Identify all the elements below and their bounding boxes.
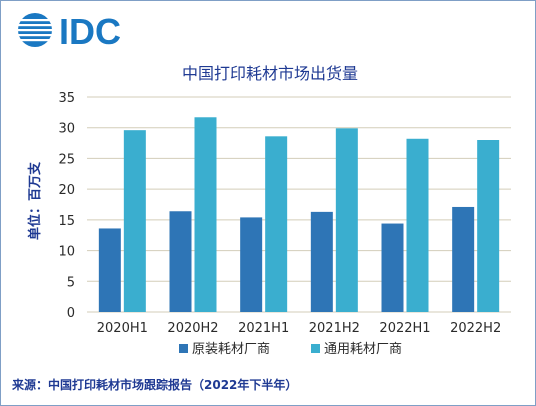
y-axis-ticks: 0 5 10 15 20 25 30 35 (58, 91, 75, 321)
bar-original (169, 211, 192, 312)
bar-generic (406, 138, 429, 312)
legend-label: 原装耗材厂商 (192, 342, 270, 357)
logo-text: IDC (59, 11, 121, 51)
bar-chart: 中国打印耗材市场出货量 单位：百万支 0 5 10 15 20 25 30 35 2020H1… (27, 64, 511, 357)
bars (98, 117, 500, 313)
bar-generic (335, 128, 358, 312)
y-tick-label: 0 (67, 306, 75, 321)
bar-generic (123, 130, 146, 312)
bar-original (310, 211, 333, 312)
bar-original (452, 206, 475, 312)
y-axis-label: 单位：百万支 (27, 161, 43, 240)
bar-generic (477, 140, 500, 312)
x-tick-label: 2020H2 (167, 321, 218, 336)
x-tick-label: 2021H2 (309, 321, 360, 336)
legend-swatch (179, 344, 188, 353)
y-tick-label: 20 (58, 183, 75, 198)
bar-generic (265, 136, 288, 312)
y-tick-label: 5 (67, 275, 75, 290)
y-tick-label: 25 (58, 152, 75, 167)
x-tick-label: 2021H1 (238, 321, 289, 336)
y-tick-label: 10 (58, 245, 75, 260)
globe-icon (17, 13, 53, 47)
y-tick-label: 15 (58, 214, 75, 229)
chart-title: 中国打印耗材市场出货量 (182, 64, 358, 83)
legend: 原装耗材厂商 通用耗材厂商 (179, 342, 402, 357)
grid-lines (87, 96, 511, 313)
y-tick-label: 35 (58, 91, 75, 106)
source-note: 来源：中国打印耗材市场跟踪报告（2022年下半年） (12, 378, 298, 392)
x-tick-label: 2022H1 (379, 321, 430, 336)
x-tick-label: 2022H2 (450, 321, 501, 336)
bar-original (240, 217, 263, 312)
bar-original (98, 228, 121, 312)
x-tick-label: 2020H1 (97, 321, 148, 336)
y-tick-label: 30 (58, 122, 75, 137)
bar-original (381, 223, 404, 312)
legend-swatch (311, 344, 320, 353)
legend-label: 通用耗材厂商 (324, 342, 402, 357)
bar-generic (194, 117, 217, 313)
x-axis-ticks: 2020H1 2020H2 2021H1 2021H2 2022H1 2022H2 (97, 321, 501, 336)
idc-logo: IDC (17, 11, 121, 51)
